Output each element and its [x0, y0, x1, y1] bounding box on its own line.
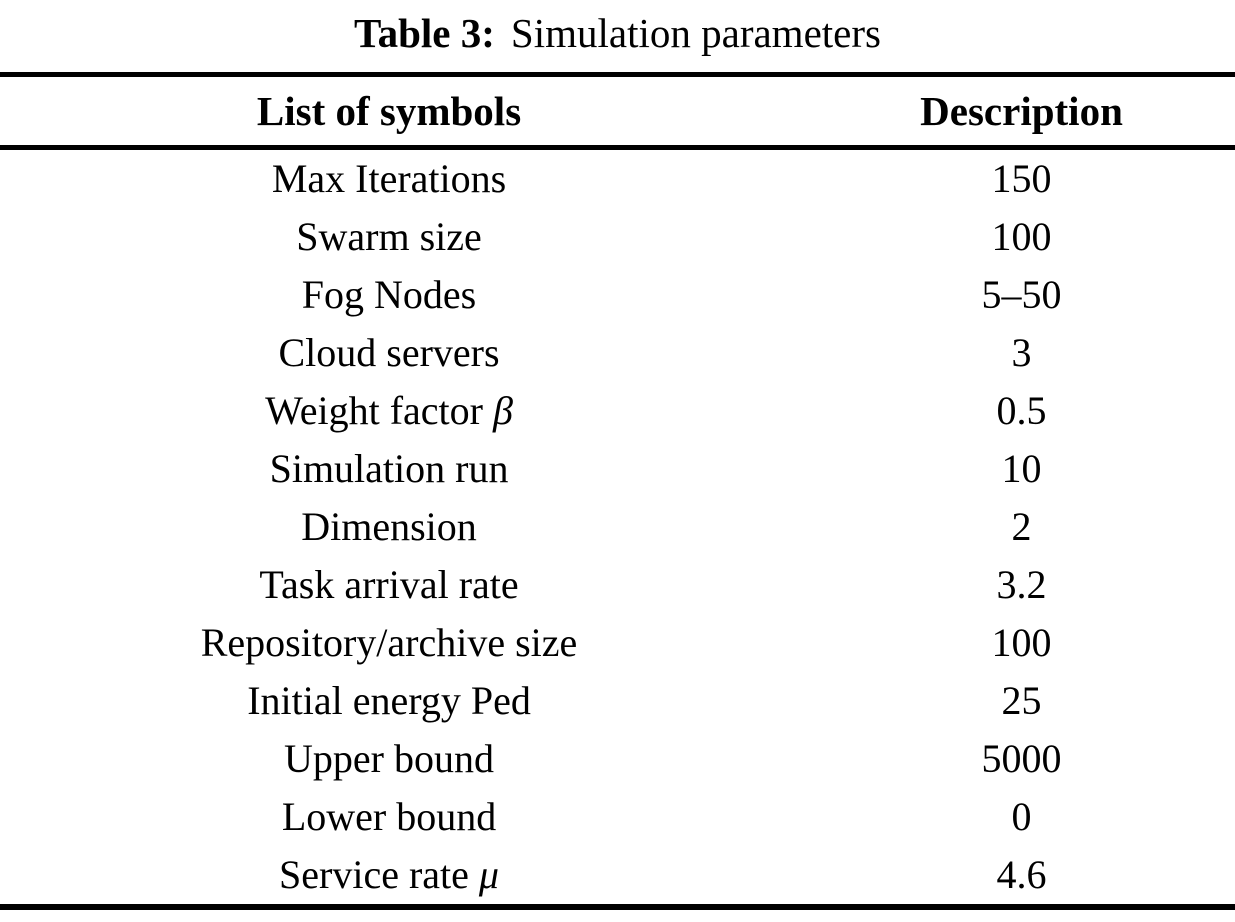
- symbol-cell: Swarm size: [296, 214, 482, 259]
- value-cell: 4.6: [996, 852, 1047, 897]
- table-row: Cloud servers 3: [0, 324, 1235, 382]
- header-row: List of symbols Description: [0, 74, 1235, 150]
- value-cell: 5–50: [981, 272, 1062, 317]
- table-row: Service rate μ 4.6: [0, 846, 1235, 907]
- symbol-cell: Repository/archive size: [200, 620, 578, 665]
- value-cell: 0: [1011, 794, 1032, 839]
- table-row: Swarm size 100: [0, 208, 1235, 266]
- value-cell: 5000: [981, 736, 1062, 781]
- table-header: List of symbols Description: [0, 74, 1235, 150]
- value-cell: 100: [991, 214, 1052, 259]
- column-header-symbols: List of symbols: [0, 74, 779, 150]
- table-caption-text: Simulation parameters: [510, 9, 881, 56]
- table-row: Repository/archive size 100: [0, 614, 1235, 672]
- symbol-cell: Fog Nodes: [301, 272, 477, 317]
- symbol-cell: Max Iterations: [271, 156, 507, 201]
- table-row: Fog Nodes 5–50: [0, 266, 1235, 324]
- symbol-cell: Dimension: [301, 504, 477, 549]
- symbol-cell: Task arrival rate: [259, 562, 519, 607]
- table-row: Lower bound 0: [0, 788, 1235, 846]
- value-cell: 2: [1011, 504, 1032, 549]
- table-row: Task arrival rate 3.2: [0, 556, 1235, 614]
- table-row: Weight factor β 0.5: [0, 382, 1235, 440]
- simulation-parameters-table: List of symbols Description Max Iteratio…: [0, 72, 1235, 910]
- math-symbol: β: [482, 388, 513, 433]
- symbol-cell: Cloud servers: [278, 330, 500, 375]
- table-row: Upper bound 5000: [0, 730, 1235, 788]
- value-cell: 3: [1011, 330, 1032, 375]
- symbol-cell: Simulation run: [269, 446, 509, 491]
- symbol-cell: Service rate μ: [279, 852, 499, 897]
- table-row: Initial energy Ped 25: [0, 672, 1235, 730]
- value-cell: 0.5: [996, 388, 1047, 433]
- math-symbol: μ: [468, 852, 499, 897]
- column-header-description: Description: [778, 74, 1235, 150]
- value-cell: 150: [991, 156, 1052, 201]
- table-caption: Table 3: Simulation parameters: [0, 0, 1235, 72]
- table-row: Dimension 2: [0, 498, 1235, 556]
- symbol-cell: Weight factor β: [265, 388, 513, 433]
- symbol-cell: Upper bound: [284, 736, 494, 781]
- value-cell: 3.2: [996, 562, 1047, 607]
- table-caption-label: Table 3:: [354, 9, 495, 56]
- value-cell: 100: [991, 620, 1052, 665]
- value-cell: 25: [1001, 678, 1042, 723]
- table-row: Max Iterations 150: [0, 148, 1235, 209]
- table-body: Max Iterations 150 Swarm size 100 Fog Nodes 5…: [0, 148, 1235, 908]
- value-cell: 10: [1001, 446, 1042, 491]
- table-row: Simulation run 10: [0, 440, 1235, 498]
- symbol-cell: Initial energy Ped: [247, 678, 531, 723]
- symbol-cell: Lower bound: [281, 794, 497, 839]
